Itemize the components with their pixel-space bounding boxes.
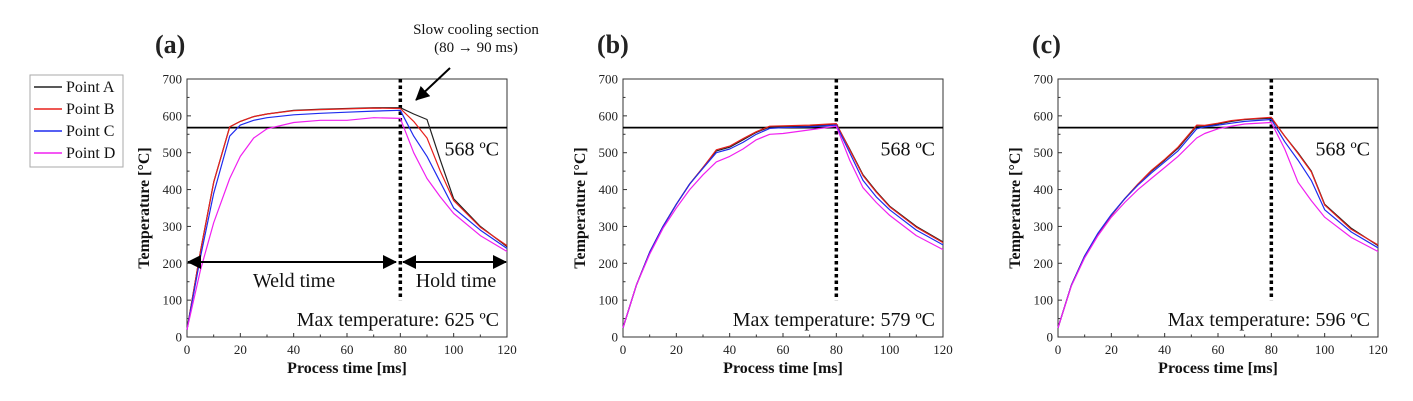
series-line-point-c	[186, 109, 508, 330]
legend-label-point-d: Point D	[66, 145, 115, 162]
y-tick-label: 100	[163, 293, 183, 308]
series-line-point-d	[1057, 121, 1379, 328]
y-tick-label: 300	[1034, 219, 1054, 234]
x-tick-label: 20	[670, 342, 683, 357]
x-tick-label: 80	[830, 342, 843, 357]
series-line-point-c	[622, 124, 944, 328]
x-tick-label: 120	[933, 342, 953, 357]
panel-label: (b)	[597, 30, 629, 59]
max-temperature-label: Max temperature: 579 ºC	[733, 309, 935, 331]
slow-cooling-line1: Slow cooling section	[413, 22, 539, 38]
series-line-point-c	[1057, 118, 1379, 328]
y-tick-label: 600	[599, 108, 619, 123]
panel-label: (c)	[1032, 30, 1061, 59]
hold-time-label: Hold time	[416, 270, 497, 292]
y-tick-label: 0	[612, 330, 619, 345]
y-axis-title: Temperature [°C]	[572, 147, 589, 268]
x-tick-label: 0	[620, 342, 627, 357]
x-tick-label: 60	[777, 342, 790, 357]
x-tick-label: 80	[1265, 342, 1278, 357]
x-tick-label: 40	[287, 342, 300, 357]
x-tick-label: 120	[1368, 342, 1388, 357]
slow-cooling-arrow	[415, 67, 451, 101]
x-tick-label: 20	[1105, 342, 1118, 357]
y-tick-label: 500	[599, 145, 619, 160]
legend-label-point-b: Point B	[66, 101, 114, 118]
x-axis-title: Process time [ms]	[1158, 360, 1278, 377]
threshold-label: 568 ºC	[444, 139, 499, 161]
y-tick-label: 700	[599, 72, 619, 87]
series-line-point-d	[622, 125, 944, 328]
y-tick-label: 400	[163, 182, 183, 197]
y-tick-label: 200	[599, 256, 619, 271]
x-tick-label: 100	[1315, 342, 1335, 357]
series-line-point-d	[186, 117, 508, 330]
threshold-label: 568 ºC	[880, 139, 935, 161]
y-tick-label: 300	[599, 219, 619, 234]
legend-box	[29, 74, 124, 168]
y-tick-label: 700	[163, 72, 183, 87]
weld-time-label: Weld time	[253, 270, 335, 292]
y-axis-title: Temperature [°C]	[136, 147, 153, 268]
plot-frame	[186, 78, 508, 338]
x-tick-label: 20	[234, 342, 247, 357]
y-tick-label: 100	[1034, 293, 1054, 308]
y-axis-title: Temperature [°C]	[1007, 147, 1024, 268]
x-tick-label: 100	[444, 342, 464, 357]
y-tick-label: 400	[599, 182, 619, 197]
x-tick-label: 100	[880, 342, 900, 357]
panel-a: (a) 0 100 200 300 400 500 600 700 0 20 40 60 80 100 120…	[136, 30, 517, 377]
y-tick-label: 0	[1047, 330, 1054, 345]
y-tick-label: 0	[176, 330, 183, 345]
panel-b: (b) 0 100 200 300 400 500 600 700 0 20 40 60 80 100 120…	[572, 30, 953, 377]
y-tick-label: 600	[1034, 108, 1054, 123]
x-tick-label: 0	[184, 342, 191, 357]
max-temperature-label: Max temperature: 596 ºC	[1168, 309, 1370, 331]
weld-hold-arrows: Weld time Hold time	[187, 255, 507, 292]
slow-cooling-annotation: Slow cooling section (80 → 90 ms)	[413, 22, 539, 101]
y-tick-label: 100	[599, 293, 619, 308]
x-tick-label: 60	[1212, 342, 1225, 357]
x-axis-title: Process time [ms]	[287, 360, 407, 377]
plot-frame	[1057, 78, 1379, 338]
panel-c: (c) 0 100 200 300 400 500 600 700 0 20 40 60 80 100 120…	[1007, 30, 1388, 377]
y-tick-label: 200	[1034, 256, 1054, 271]
y-tick-label: 300	[163, 219, 183, 234]
x-tick-label: 40	[1158, 342, 1171, 357]
x-tick-label: 40	[723, 342, 736, 357]
y-tick-label: 400	[1034, 182, 1054, 197]
y-tick-label: 700	[1034, 72, 1054, 87]
x-tick-label: 60	[341, 342, 354, 357]
plot-frame	[622, 78, 944, 338]
y-tick-label: 600	[163, 108, 183, 123]
legend-label-point-a: Point A	[66, 79, 115, 96]
series-line-point-b	[186, 107, 508, 330]
panel-label: (a)	[155, 30, 185, 59]
slow-cooling-line2: (80 → 90 ms)	[434, 40, 518, 56]
y-tick-label: 500	[1034, 145, 1054, 160]
y-tick-label: 200	[163, 256, 183, 271]
max-temperature-label: Max temperature: 625 ºC	[297, 309, 499, 331]
legend: Point A Point B Point C Point D	[29, 74, 124, 168]
y-tick-label: 500	[163, 145, 183, 160]
threshold-label: 568 ºC	[1315, 139, 1370, 161]
x-tick-label: 80	[394, 342, 407, 357]
x-tick-label: 0	[1055, 342, 1062, 357]
legend-label-point-c: Point C	[66, 123, 114, 140]
x-axis-title: Process time [ms]	[723, 360, 843, 377]
x-tick-label: 120	[497, 342, 517, 357]
